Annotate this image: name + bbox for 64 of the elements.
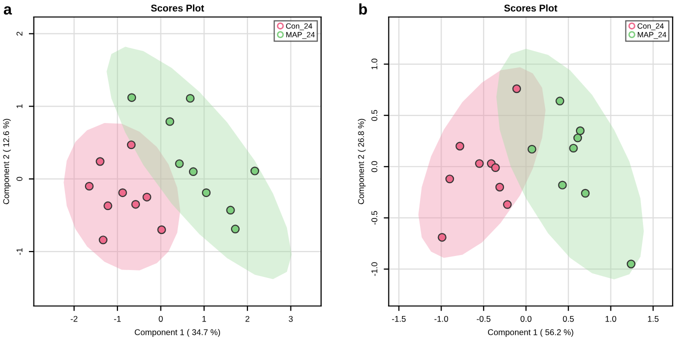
y-tick-label: 0.5 <box>371 110 378 121</box>
point <box>104 201 112 210</box>
y-axis-title: Component 2 ( 26.8 %) <box>358 118 366 204</box>
point <box>512 84 522 94</box>
point <box>250 166 260 176</box>
text: a <box>4 6 12 15</box>
y-tick-label: -1.0 <box>371 262 378 276</box>
point <box>475 159 484 168</box>
point <box>84 182 94 191</box>
point <box>127 93 136 102</box>
x-tick-label: 0 <box>158 316 163 322</box>
x-axis-title: Component 1 ( 34.7 %) <box>134 329 220 337</box>
y-tick-label: 0.0 <box>371 161 378 172</box>
y-tick-label: -1 <box>16 248 22 255</box>
point <box>580 188 590 198</box>
point <box>626 260 636 268</box>
x-tick-label: 0.0 <box>520 316 532 322</box>
point <box>556 96 564 106</box>
x-tick-label: -1 <box>114 316 121 322</box>
y-tick-label: 0 <box>16 176 22 181</box>
point <box>230 224 240 234</box>
chart-title: Scores Plot <box>504 4 558 12</box>
x-tick-label: 3 <box>288 316 293 322</box>
point <box>491 163 500 172</box>
x-tick-label: 1.5 <box>648 316 659 322</box>
point <box>142 192 152 202</box>
point <box>438 232 446 242</box>
point <box>495 182 504 192</box>
point <box>445 174 454 184</box>
point <box>166 117 174 126</box>
point <box>96 157 104 166</box>
point <box>456 142 464 150</box>
point <box>98 236 108 244</box>
point <box>226 206 235 215</box>
x-tick-label: -0.5 <box>476 316 490 322</box>
x-tick-label: -1.5 <box>392 316 406 322</box>
point <box>558 180 567 190</box>
point <box>528 144 536 154</box>
point <box>118 188 127 198</box>
point <box>186 94 195 103</box>
point <box>502 200 512 209</box>
point <box>188 167 198 176</box>
point <box>131 200 140 209</box>
x-tick-label: -1.0 <box>434 316 448 322</box>
x-tick-label: 2 <box>246 316 250 322</box>
point <box>569 144 578 153</box>
y-tick-label: 2 <box>16 32 22 36</box>
y-tick-label: 1 <box>16 104 22 108</box>
point <box>175 159 184 168</box>
point <box>573 134 582 142</box>
point <box>576 126 585 136</box>
point <box>157 225 166 234</box>
point <box>202 188 211 198</box>
x-tick-label: -2 <box>70 316 78 322</box>
x-tick-label: 1 <box>202 316 206 322</box>
x-tick-label: 1.0 <box>606 316 616 322</box>
chart-title: Scores Plot <box>150 4 204 12</box>
x-tick-label: 0.5 <box>562 316 574 322</box>
text: b <box>359 3 367 15</box>
point <box>126 140 136 150</box>
y-axis-title: Component 2 ( 12.6 %) <box>2 118 11 204</box>
y-tick-label: -0.5 <box>371 211 378 225</box>
x-axis-title: Component 1 ( 56.2 %) <box>488 329 574 337</box>
y-tick-label: 1.0 <box>371 58 378 70</box>
